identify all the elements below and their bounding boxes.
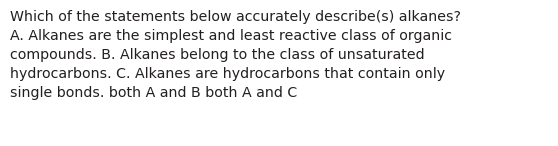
Text: Which of the statements below accurately describe(s) alkanes?
A. Alkanes are the: Which of the statements below accurately… <box>10 10 461 100</box>
